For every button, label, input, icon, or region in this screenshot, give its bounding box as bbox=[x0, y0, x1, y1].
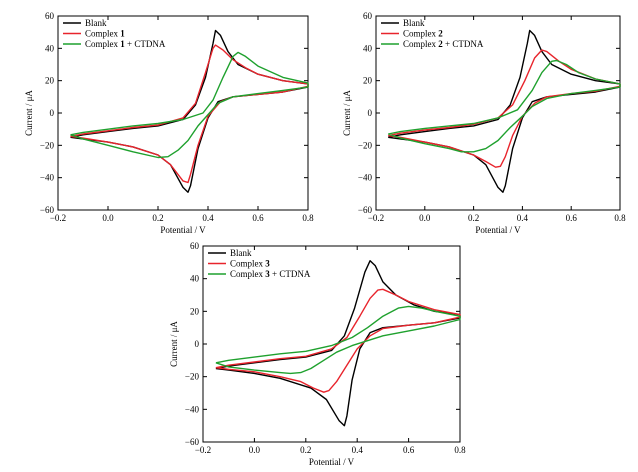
cv-panel-complex-2: −0.2 0.0 0.2 0.4 0.6 0.8 −60 −40 −20 0 20 40 60 Poten… bbox=[320, 0, 638, 236]
x-tick-label: 0.6 bbox=[403, 445, 415, 455]
legend-entry-text: Complex bbox=[230, 259, 265, 269]
y-tick-label: −60 bbox=[358, 205, 373, 215]
x-axis-title: Potential / V bbox=[160, 225, 206, 235]
x-tick-label: 0.8 bbox=[302, 213, 314, 223]
x-tick-label: 0.0 bbox=[419, 213, 431, 223]
y-tick-label: −60 bbox=[40, 205, 55, 215]
x-tick-label: 0.6 bbox=[252, 213, 264, 223]
y-tick-label: −20 bbox=[358, 140, 373, 150]
legend-entry-number: 1 bbox=[120, 29, 125, 39]
x-tick-label: 0.4 bbox=[517, 213, 529, 223]
x-tick-label: 0.4 bbox=[352, 445, 364, 455]
y-tick-label: −40 bbox=[40, 173, 55, 183]
x-tick-label: −0.2 bbox=[195, 445, 211, 455]
x-tick-label: −0.2 bbox=[368, 213, 384, 223]
y-tick-label: 0 bbox=[195, 339, 200, 349]
y-tick-label: −20 bbox=[40, 140, 55, 150]
x-tick-label: 0.2 bbox=[152, 213, 163, 223]
legend-entry-suffix: + CTDNA bbox=[125, 39, 166, 49]
x-tick-label: 0.2 bbox=[300, 445, 311, 455]
y-tick-label: 20 bbox=[363, 76, 373, 86]
y-tick-label: 0 bbox=[50, 108, 55, 118]
legend-entry: Complex 3 bbox=[230, 259, 270, 269]
cv-chart: −0.2 0.0 0.2 0.4 0.6 0.8 −60 −40 −20 0 20 40 60 Poten… bbox=[24, 11, 314, 235]
series-line-ctdna bbox=[387, 59, 621, 153]
y-axis-title: Current / μA bbox=[342, 90, 352, 136]
series-line-complex bbox=[70, 44, 309, 184]
series-line-blank bbox=[388, 29, 621, 193]
legend-entry: Complex 1 bbox=[85, 29, 125, 39]
cv-chart: −0.2 0.0 0.2 0.4 0.6 0.8 −60 −40 −20 0 20 40 60 Poten… bbox=[342, 11, 626, 235]
legend-entry-number: 1 bbox=[120, 39, 125, 49]
x-axis-title: Potential / V bbox=[475, 225, 521, 235]
y-tick-label: 20 bbox=[190, 306, 200, 316]
y-tick-label: 0 bbox=[368, 108, 373, 118]
legend-entry-text: Blank bbox=[403, 18, 425, 28]
x-tick-label: 0.8 bbox=[614, 213, 626, 223]
legend-entry: Complex 3 + CTDNA bbox=[230, 269, 311, 279]
y-tick-label: 20 bbox=[45, 76, 55, 86]
legend-entry-text: Complex bbox=[230, 269, 265, 279]
legend-entry: Blank bbox=[230, 248, 252, 258]
cv-chart: −0.2 0.0 0.2 0.4 0.6 0.8 −60 −40 −20 0 20 40 60 Poten… bbox=[169, 241, 466, 467]
legend-entry-suffix: + CTDNA bbox=[443, 39, 484, 49]
legend-entry-text: Blank bbox=[85, 18, 107, 28]
legend-entry-text: Complex bbox=[403, 39, 438, 49]
y-axis-title: Current / μA bbox=[24, 90, 34, 136]
y-tick-label: 40 bbox=[363, 43, 373, 53]
legend-entry: Complex 2 + CTDNA bbox=[403, 39, 484, 49]
series-line-complex bbox=[388, 49, 621, 168]
legend-entry-number: 3 bbox=[265, 259, 270, 269]
x-tick-label: 0.4 bbox=[202, 213, 214, 223]
legend-entry-text: Complex bbox=[403, 29, 438, 39]
legend-entry: Complex 2 bbox=[403, 29, 443, 39]
y-tick-label: −60 bbox=[185, 437, 200, 447]
y-tick-label: 60 bbox=[190, 241, 200, 251]
series-line-complex bbox=[215, 288, 461, 393]
legend-entry: Blank bbox=[403, 18, 425, 28]
legend-entry: Complex 1 + CTDNA bbox=[85, 39, 166, 49]
x-tick-label: 0.0 bbox=[102, 213, 114, 223]
y-axis-title: Current / μA bbox=[169, 321, 179, 367]
y-tick-label: 60 bbox=[45, 11, 55, 21]
y-tick-label: 60 bbox=[363, 11, 373, 21]
legend-entry-number: 2 bbox=[438, 39, 443, 49]
legend-entry-text: Blank bbox=[230, 248, 252, 258]
legend-entry-text: Complex bbox=[85, 39, 120, 49]
cv-panel-complex-1: −0.2 0.0 0.2 0.4 0.6 0.8 −60 −40 −20 0 20 40 60 Poten… bbox=[0, 0, 320, 236]
legend-entry-number: 2 bbox=[438, 29, 443, 39]
legend-entry: Blank bbox=[85, 18, 107, 28]
y-tick-label: −40 bbox=[358, 173, 373, 183]
y-tick-label: 40 bbox=[190, 274, 200, 284]
cv-panel-complex-3: −0.2 0.0 0.2 0.4 0.6 0.8 −60 −40 −20 0 20 40 60 Poten… bbox=[155, 236, 475, 472]
y-tick-label: −20 bbox=[185, 372, 200, 382]
series-line-ctdna bbox=[70, 51, 309, 159]
x-tick-label: 0.2 bbox=[468, 213, 479, 223]
legend-entry-suffix: + CTDNA bbox=[270, 269, 311, 279]
legend-entry-text: Complex bbox=[85, 29, 120, 39]
series-line-ctdna bbox=[215, 305, 461, 375]
x-axis-title: Potential / V bbox=[309, 457, 355, 467]
x-tick-label: −0.2 bbox=[50, 213, 66, 223]
y-tick-label: −40 bbox=[185, 404, 200, 414]
y-tick-label: 40 bbox=[45, 43, 55, 53]
x-tick-label: 0.8 bbox=[454, 445, 466, 455]
legend-entry-number: 3 bbox=[265, 269, 270, 279]
x-tick-label: 0.0 bbox=[249, 445, 261, 455]
x-tick-label: 0.6 bbox=[566, 213, 578, 223]
